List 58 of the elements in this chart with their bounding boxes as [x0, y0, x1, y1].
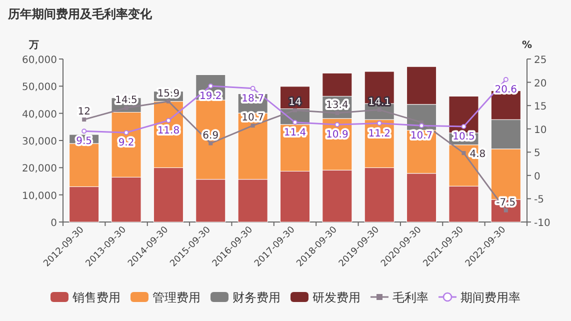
point	[208, 141, 213, 146]
data-label: 9.2	[118, 138, 134, 149]
legend-label: 销售费用	[72, 290, 120, 304]
y2-tick-label: 25	[534, 55, 547, 66]
point	[250, 124, 255, 128]
data-label: 12	[78, 106, 90, 118]
point	[504, 208, 508, 212]
legend-label: 管理费用	[152, 290, 200, 304]
y-tick-label: 60,000	[22, 55, 57, 66]
y2-tick-label: 15	[534, 102, 547, 113]
data-label: 11.2	[368, 128, 390, 140]
point	[250, 86, 256, 91]
y2-tick-label: 10	[534, 124, 547, 136]
y-tick-label: 30,000	[22, 136, 57, 148]
y-tick-label: 40,000	[22, 109, 57, 120]
y-axis-title: 万	[28, 40, 39, 51]
y2-tick-label: -10	[534, 218, 550, 229]
data-label: 11.4	[284, 127, 306, 138]
point	[208, 84, 214, 89]
data-label: -7.5	[496, 197, 516, 208]
legend-label: 期间费用率	[460, 290, 520, 304]
y2-tick-label: 0	[534, 171, 540, 182]
data-label: 10.7	[242, 112, 264, 124]
legend-label: 研发费用	[312, 290, 360, 304]
y2-tick-label: 20	[534, 78, 547, 90]
y-tick-label: 10,000	[22, 190, 57, 202]
data-label: 14.5	[115, 94, 138, 106]
y2-axis-title: %	[522, 40, 532, 51]
y-tick-label: 20,000	[22, 164, 57, 175]
point	[82, 128, 87, 134]
legend-label: 财务费用	[232, 290, 280, 304]
point	[376, 120, 382, 126]
y2-tick-label: 5	[534, 148, 540, 160]
data-label: 6.9	[202, 130, 219, 142]
legend-label: 毛利率	[392, 290, 428, 304]
y-tick-label: 0	[50, 218, 57, 229]
point	[503, 76, 508, 82]
data-label: 15.9	[157, 88, 180, 100]
y2-tick-label: -5	[534, 194, 544, 206]
point	[82, 118, 86, 122]
point	[124, 130, 129, 136]
data-label: 19.2	[200, 91, 222, 102]
data-label: 13.4	[326, 100, 348, 112]
data-label: 10.9	[326, 130, 348, 141]
point	[461, 124, 466, 130]
data-label: 18.7	[242, 93, 264, 104]
y-tick-label: 50,000	[22, 82, 57, 94]
point	[292, 120, 298, 125]
point	[419, 123, 424, 128]
point	[334, 122, 340, 128]
point	[166, 99, 170, 104]
point	[166, 118, 171, 123]
chart-title: 历年期间费用及毛利率变化	[7, 7, 153, 21]
data-label: 14	[288, 97, 302, 108]
data-label: 10.5	[452, 132, 475, 143]
data-label: 11.8	[157, 125, 180, 136]
point	[462, 151, 466, 156]
data-label: 10.7	[410, 130, 433, 142]
